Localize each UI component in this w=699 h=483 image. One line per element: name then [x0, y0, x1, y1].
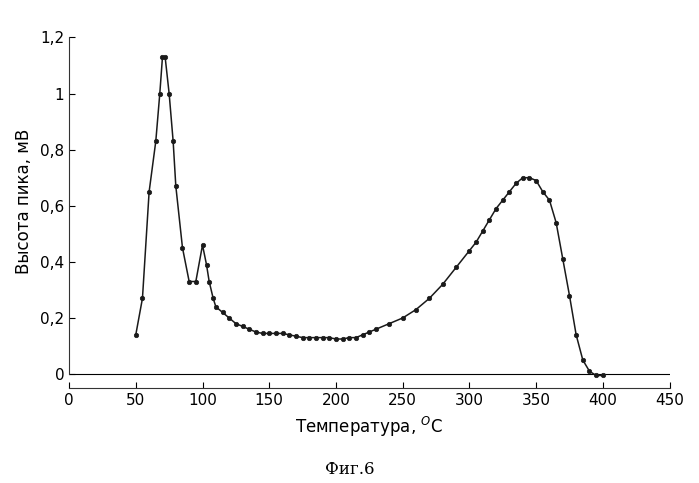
Y-axis label: Высота пика, мВ: Высота пика, мВ	[15, 129, 33, 274]
X-axis label: Температура, ${}^{O}$C: Температура, ${}^{O}$C	[295, 415, 443, 439]
Text: Фиг.6: Фиг.6	[325, 461, 374, 478]
